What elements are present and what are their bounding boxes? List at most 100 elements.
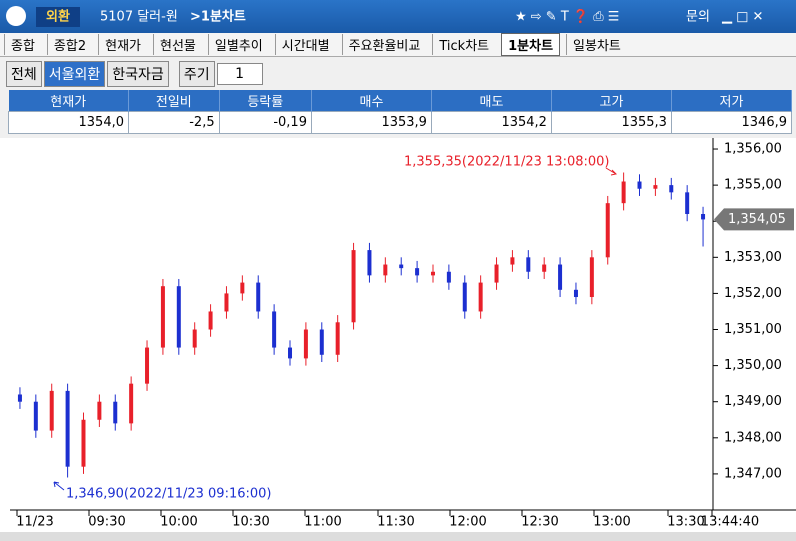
tab[interactable]: Tick차트 xyxy=(432,34,495,55)
scrollbar[interactable] xyxy=(0,532,796,541)
quote-header: 매수 xyxy=(311,90,432,112)
candle-body xyxy=(65,390,70,467)
candle-body xyxy=(605,203,610,258)
tab[interactable]: 시간대별 xyxy=(274,34,336,55)
menu-label: 외환 xyxy=(46,9,70,25)
code-title: 5107 달러-원 xyxy=(100,10,178,25)
candle-body xyxy=(573,289,578,298)
quote-value: -2,5 xyxy=(128,111,220,134)
x-tick-label: 13:30 xyxy=(667,515,704,530)
candle-body xyxy=(208,311,213,330)
y-tick-label: 1,350,00 xyxy=(724,358,782,373)
x-tick-label: 11:00 xyxy=(304,515,341,530)
filter-button[interactable]: 서울외환 xyxy=(43,61,106,87)
period-input[interactable]: 1 xyxy=(216,63,263,85)
candle-body xyxy=(510,257,515,265)
toolbar: 전체 서울외환 한국자금 주기 1 xyxy=(6,60,263,88)
quote-value: 1354,0 xyxy=(8,111,129,134)
candle-body xyxy=(224,293,229,312)
quote-header: 저가 xyxy=(671,90,793,112)
title-icons: 외환 5107 달러-원 >1분차트 문의 ★ ⇨ ✎ T ❓ ⎙ ☰ ▁ □ … xyxy=(6,6,763,27)
tab[interactable]: 종합 xyxy=(4,34,41,55)
candle-body xyxy=(446,271,451,283)
quote-value: 1346,9 xyxy=(670,111,793,134)
y-tick-label: 1,347,00 xyxy=(724,466,782,481)
filter-button[interactable]: 한국자금 xyxy=(107,61,169,87)
candle-body xyxy=(351,250,356,323)
candle-body xyxy=(33,401,38,431)
x-tick-label: 10:30 xyxy=(232,515,269,530)
candle-body xyxy=(621,181,626,204)
tab[interactable]: 주요환율비교 xyxy=(341,34,427,55)
window-controls[interactable]: ▁ □ ✕ xyxy=(721,10,763,25)
x-tick-label: 11/23 xyxy=(16,515,53,530)
chart: 1,347,00 1,348,00 1,349,00 1,350,00 1,351,00… xyxy=(0,138,796,541)
candle-body xyxy=(653,185,658,189)
candle-body xyxy=(383,264,388,276)
quote-table: 현재가 전일비 등락률 매수 매도 고가 저가 1354,0 -2,5 -0,19 1353,9 13… xyxy=(8,90,793,134)
candle-body xyxy=(256,282,261,312)
x-tick-label: 09:30 xyxy=(88,515,125,530)
quote-header: 고가 xyxy=(551,90,672,112)
candle-body xyxy=(176,286,181,348)
quote-header: 매도 xyxy=(431,90,552,112)
candle-body xyxy=(240,282,245,294)
toolbar-icons[interactable]: ★ ⇨ ✎ T ❓ ⎙ ☰ xyxy=(515,9,619,25)
candle-body xyxy=(129,383,134,424)
candle-body xyxy=(637,181,642,189)
high-arrow xyxy=(605,167,618,176)
x-tick-label: 12:30 xyxy=(521,515,558,530)
y-tick-label: 1,356,00 xyxy=(724,142,782,157)
quote-value: 1354,2 xyxy=(430,111,552,134)
quote-header: 등락률 xyxy=(219,90,312,112)
candle-body xyxy=(415,268,420,276)
candle-body xyxy=(335,322,340,355)
candle-body xyxy=(145,347,150,384)
candle-body xyxy=(558,264,563,290)
quote-value: 1353,9 xyxy=(310,111,432,134)
high-annotation: 1,355,35(2022/11/23 13:08:00) xyxy=(404,155,609,170)
low-arrow xyxy=(53,481,65,491)
screen-title: >1분차트 xyxy=(190,9,246,25)
quote-value: -0,19 xyxy=(218,111,312,134)
y-tick-label: 1,352,00 xyxy=(724,286,782,301)
candle-body xyxy=(589,257,594,298)
tab[interactable]: 일별추이 xyxy=(207,34,269,55)
quote-header: 현재가 xyxy=(8,90,129,112)
app-icon xyxy=(6,6,26,26)
x-tick-label: 13:44:40 xyxy=(701,515,759,530)
tab-bar: 종합 종합2 현재가 현선물 일별추이 시간대별 주요환율비교 Tick차트 1분차트 일봉차트 xyxy=(0,33,796,57)
menu-item[interactable]: 문의 xyxy=(686,10,710,25)
tab[interactable]: 종합2 xyxy=(46,34,92,55)
x-tick-label: 10:00 xyxy=(160,515,197,530)
last-price-tag xyxy=(714,208,794,231)
candle-body xyxy=(160,286,165,348)
candle-body xyxy=(17,394,22,402)
candle-body xyxy=(462,282,467,312)
candle-body xyxy=(399,264,404,269)
x-tick-label: 12:00 xyxy=(449,515,486,530)
candle-body xyxy=(367,250,372,276)
tab[interactable]: 현재가 xyxy=(98,34,147,55)
tab[interactable]: 현선물 xyxy=(153,34,202,55)
candle-body xyxy=(272,311,277,348)
candle-body xyxy=(303,329,308,359)
last-price-label: 1,354,05 xyxy=(728,212,786,227)
x-tick-label: 11:30 xyxy=(377,515,414,530)
candle-body xyxy=(288,347,293,359)
filter-button[interactable]: 전체 xyxy=(6,61,42,87)
candle-body xyxy=(526,257,531,272)
tab[interactable]: 일봉차트 xyxy=(566,34,627,55)
y-tick-label: 1,351,00 xyxy=(724,322,782,337)
tab[interactable]: 1분차트 xyxy=(501,33,561,56)
x-tick-label: 13:00 xyxy=(593,515,630,530)
candle-body xyxy=(319,329,324,355)
period-label: 주기 xyxy=(178,61,215,87)
quote-header: 전일비 xyxy=(128,90,220,112)
quote-value: 1355,3 xyxy=(550,111,672,134)
candle-body xyxy=(701,214,706,220)
candle-body xyxy=(192,329,197,348)
candle-body xyxy=(113,401,118,424)
candle-body xyxy=(542,264,547,272)
candle-body xyxy=(430,271,435,276)
